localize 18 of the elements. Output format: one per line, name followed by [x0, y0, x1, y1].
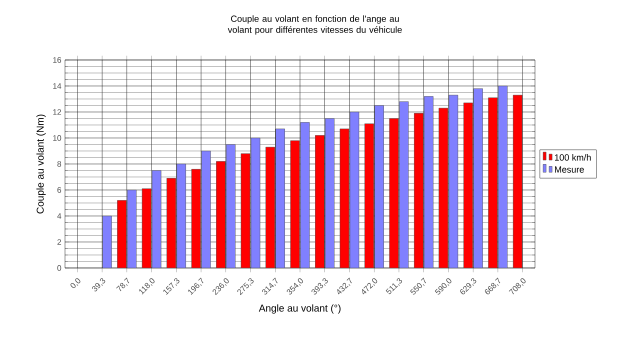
y-axis-title: Couple au volant (Nm)	[36, 114, 46, 214]
legend-label: 100 km/h	[554, 154, 591, 161]
y-tick-label: 10	[53, 135, 62, 141]
y-tick-label: 8	[57, 161, 62, 167]
y-tick-label: 2	[57, 239, 62, 245]
y-tick-label: 12	[53, 109, 62, 115]
chart-title: Couple au volant en fonction de l'ange au volant pour différentes vitesses du véhicule	[228, 15, 402, 35]
bar	[512, 94, 522, 268]
y-tick-label: 16	[53, 57, 62, 63]
x-axis-title: Angle au volant (°)	[258, 304, 341, 314]
y-tick-label: 4	[57, 213, 62, 219]
x-tick-label: 0,0	[70, 278, 80, 288]
legend-label: Mesure	[555, 166, 584, 173]
y-tick-label: 0	[57, 265, 62, 271]
y-tick-label: 6	[57, 187, 62, 193]
x-tick-label: 39,3	[92, 278, 106, 292]
y-tick-label: 14	[53, 83, 62, 89]
bar	[102, 216, 112, 268]
